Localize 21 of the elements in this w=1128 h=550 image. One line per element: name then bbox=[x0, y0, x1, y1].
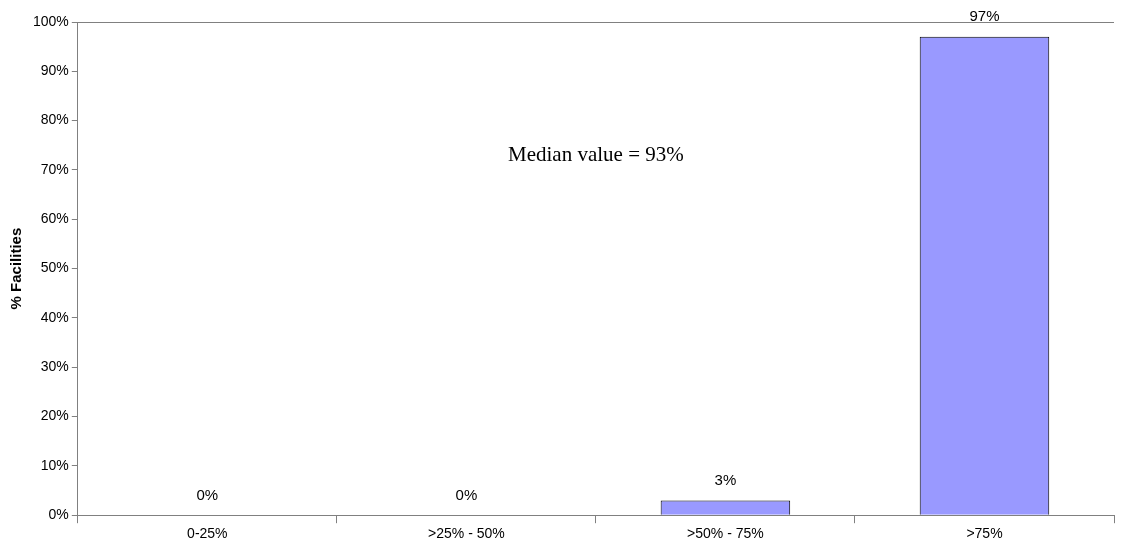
x-tick-label: 0-25% bbox=[187, 525, 228, 542]
data-label: 0% bbox=[455, 485, 478, 503]
y-axis-title: % Facilities bbox=[7, 227, 25, 310]
data-label: 97% bbox=[969, 7, 1000, 25]
y-tick-label: 100% bbox=[32, 12, 69, 29]
x-tick-label: >75% bbox=[966, 525, 1003, 542]
y-tick-label: 50% bbox=[40, 259, 69, 276]
y-tick-label: 90% bbox=[40, 62, 69, 79]
x-tick-label: >50% - 75% bbox=[687, 525, 764, 542]
data-label: 3% bbox=[714, 471, 737, 489]
y-tick-label: 10% bbox=[40, 456, 69, 473]
y-tick-label: 30% bbox=[40, 358, 69, 375]
annotation: Median value = 93% bbox=[508, 141, 684, 166]
y-tick-label: 80% bbox=[40, 111, 69, 128]
y-tick-label: 20% bbox=[40, 407, 69, 424]
y-tick-label: 40% bbox=[40, 308, 69, 325]
y-tick-label: 0% bbox=[48, 506, 69, 523]
y-tick-label: 60% bbox=[40, 210, 69, 227]
y-tick-label: 70% bbox=[40, 160, 69, 177]
x-tick-label: >25% - 50% bbox=[428, 525, 505, 542]
data-label: 0% bbox=[196, 485, 219, 503]
